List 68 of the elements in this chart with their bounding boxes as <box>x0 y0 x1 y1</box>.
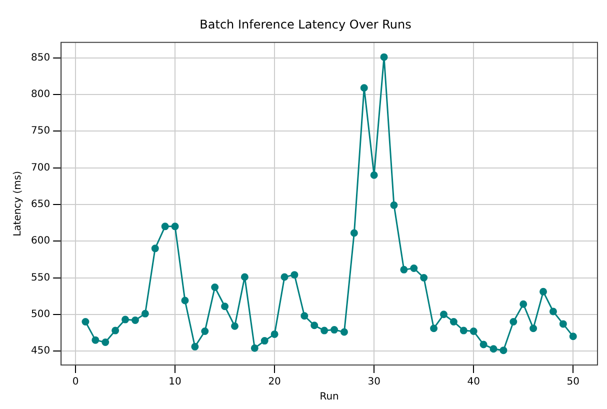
point <box>390 201 398 209</box>
y-tick-label: 650 <box>30 199 50 210</box>
point <box>270 330 278 338</box>
point <box>330 326 338 334</box>
point <box>310 322 318 330</box>
y-axis-title: Latency (ms) <box>12 170 24 236</box>
point <box>559 320 567 328</box>
point <box>440 310 448 318</box>
point <box>122 316 130 324</box>
y-tick-label: 750 <box>30 126 50 137</box>
point <box>201 328 209 336</box>
x-tick-label: 50 <box>566 376 580 388</box>
y-tick-label: 700 <box>30 162 50 174</box>
y-tick-label: 500 <box>30 309 50 320</box>
point <box>400 266 408 274</box>
point <box>231 322 238 330</box>
point <box>181 296 189 304</box>
x-tick-label: 20 <box>268 376 281 388</box>
point <box>350 229 358 237</box>
point <box>211 284 219 292</box>
point <box>480 340 488 348</box>
point <box>340 328 348 336</box>
point <box>370 171 378 179</box>
point <box>549 308 557 316</box>
point <box>530 324 538 332</box>
point <box>360 84 368 92</box>
x-tick-label: 0 <box>72 376 79 388</box>
point <box>510 318 518 326</box>
y-tick-label: 550 <box>30 272 50 284</box>
point <box>540 288 548 296</box>
x-tick-label: 30 <box>368 376 380 388</box>
point <box>102 338 110 346</box>
point <box>569 332 577 340</box>
chart-title: Batch Inference Latency Over Runs <box>200 17 412 32</box>
point <box>500 346 508 354</box>
point <box>470 328 478 336</box>
y-tick-label: 800 <box>30 89 50 100</box>
y-tick-label: 850 <box>30 52 50 64</box>
point <box>191 342 199 350</box>
y-tick-label: 600 <box>30 236 50 247</box>
point <box>82 318 90 326</box>
point <box>520 300 528 308</box>
point <box>151 244 159 252</box>
point <box>300 312 308 320</box>
x-tick-label: 40 <box>467 376 480 388</box>
point <box>141 310 149 318</box>
x-tick-label: 10 <box>168 376 182 388</box>
point <box>280 273 288 281</box>
point <box>460 326 468 334</box>
point <box>112 326 120 334</box>
point <box>420 274 428 282</box>
point <box>240 273 248 281</box>
point <box>410 264 418 272</box>
point <box>221 302 229 310</box>
point <box>320 326 328 334</box>
point <box>92 336 100 344</box>
point <box>290 271 298 279</box>
point <box>161 222 169 230</box>
x-axis-title: Run <box>320 392 339 403</box>
point <box>250 344 258 352</box>
point <box>430 324 438 332</box>
point <box>380 53 388 61</box>
point <box>171 222 179 230</box>
y-tick-label: 450 <box>30 346 50 357</box>
point <box>490 345 498 353</box>
point <box>450 318 458 326</box>
point <box>131 316 139 324</box>
point <box>260 337 268 345</box>
